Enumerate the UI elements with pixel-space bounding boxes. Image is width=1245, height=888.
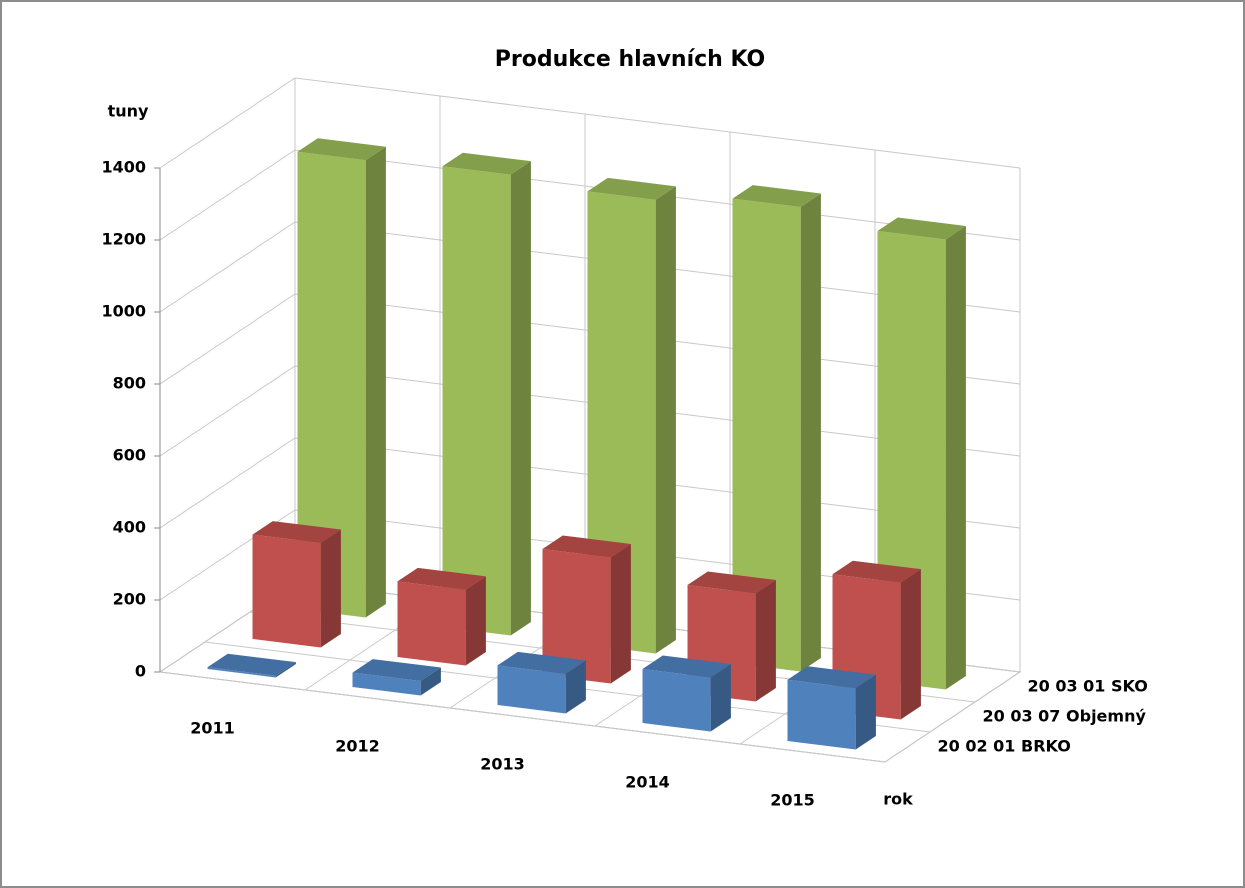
bar-top	[732, 185, 821, 208]
y-tick-label: 200	[113, 590, 146, 609]
bar-side	[565, 660, 586, 714]
bar-top	[252, 521, 341, 544]
y-tick-label: 0	[135, 662, 146, 681]
y-tick-label: 600	[113, 446, 146, 465]
bar-front	[442, 166, 511, 636]
bar-top	[687, 571, 776, 594]
floor-line	[159, 671, 886, 763]
bar-top	[787, 666, 876, 689]
y-tick-label: 400	[113, 518, 146, 537]
bar-top	[352, 659, 441, 682]
chart-title: Produkce hlavních KO	[495, 47, 765, 72]
y-tick-label: 1200	[101, 230, 146, 249]
bar-side	[710, 663, 731, 732]
bar-front	[207, 667, 276, 678]
bar-front	[397, 581, 466, 666]
bar-side	[800, 193, 821, 672]
bar-top	[832, 560, 921, 583]
bar-top	[397, 567, 486, 590]
y-axis-title: tuny	[108, 102, 149, 121]
x-axis-title: rok	[883, 790, 913, 809]
bar-top	[642, 655, 731, 678]
bar-front	[732, 198, 801, 672]
bar-side	[275, 662, 296, 678]
y-tick-label: 1000	[101, 302, 146, 321]
bar-side	[365, 146, 386, 618]
y-tick-label: 800	[113, 374, 146, 393]
bar-top	[877, 217, 966, 240]
x-tick-label: 2013	[480, 755, 525, 774]
bar-side	[610, 543, 631, 684]
bar-top	[442, 152, 531, 175]
legend-label: 20 03 01 SKO	[1028, 677, 1148, 696]
y-tick-label: 1400	[101, 158, 146, 177]
bar-front	[787, 679, 856, 750]
bar-side	[655, 186, 676, 654]
x-tick-label: 2014	[625, 773, 670, 792]
bar-front	[497, 665, 566, 714]
bar-top	[497, 651, 586, 674]
bar-top	[587, 177, 676, 200]
x-tick-label: 2015	[770, 791, 815, 810]
bar-side	[510, 161, 531, 636]
legend-label: 20 02 01 BRKO	[938, 737, 1071, 756]
bar-top	[207, 653, 296, 676]
bar-side	[900, 569, 921, 720]
bar-front	[252, 534, 321, 648]
bar-front	[642, 669, 711, 732]
legend-label: 20 03 07 Objemný	[983, 707, 1147, 726]
bar-front	[297, 151, 366, 618]
bar-side	[465, 576, 486, 666]
bar-side	[855, 674, 876, 750]
bar-side	[320, 529, 341, 648]
floor-line	[884, 671, 1021, 763]
x-tick-label: 2011	[190, 719, 235, 738]
bar-top	[542, 535, 631, 558]
bar-side	[945, 225, 966, 690]
bar-front	[542, 549, 611, 684]
bar-side	[420, 667, 441, 696]
bar-top	[297, 138, 386, 161]
x-tick-label: 2012	[335, 737, 380, 756]
bar-front	[587, 191, 656, 654]
bar-side	[755, 579, 776, 702]
bar-front	[352, 672, 421, 696]
